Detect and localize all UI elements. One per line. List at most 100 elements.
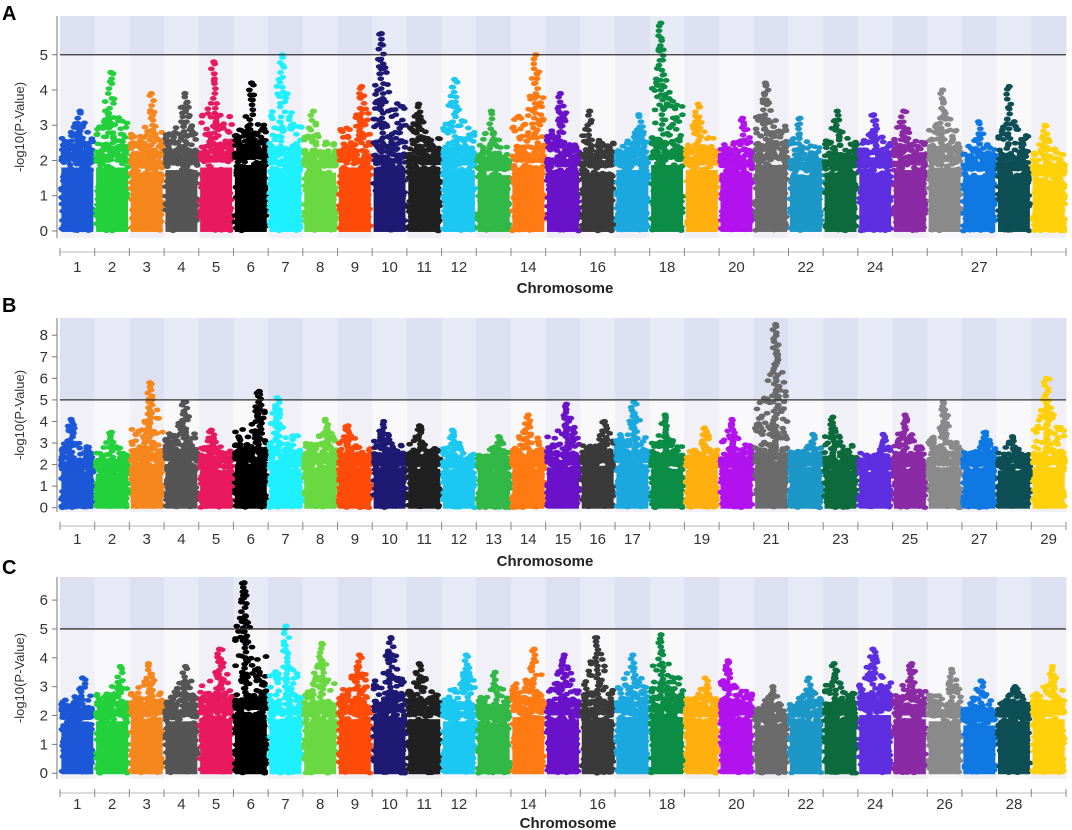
snp-point — [363, 149, 370, 154]
snp-point — [377, 76, 384, 81]
snp-point — [338, 129, 345, 134]
snp-point — [259, 138, 266, 143]
snp-point — [269, 109, 276, 114]
snp-point — [286, 114, 293, 119]
snp-point — [203, 127, 210, 132]
snp-point — [307, 128, 314, 133]
snp-point — [357, 96, 364, 101]
snp-point — [174, 157, 181, 162]
snp-point — [302, 148, 309, 153]
snp-point — [68, 133, 75, 138]
snp-point — [249, 154, 256, 159]
snp-point — [236, 155, 243, 160]
snp-point — [312, 133, 319, 138]
top-snp-point — [181, 91, 188, 96]
top-snp-point — [310, 109, 317, 114]
snp-point — [399, 104, 406, 109]
snp-point — [106, 106, 113, 111]
snp-point — [212, 86, 219, 91]
snp-point — [188, 123, 195, 128]
snp-point — [109, 140, 116, 145]
snp-point — [108, 76, 115, 81]
snp-point — [172, 130, 179, 135]
snp-density — [339, 168, 371, 232]
snp-point — [424, 154, 431, 159]
snp-point — [183, 119, 190, 124]
snp-point — [188, 142, 195, 147]
snp-point — [255, 122, 262, 127]
snp-point — [383, 70, 390, 75]
snp-point — [149, 152, 156, 157]
snp-point — [67, 162, 74, 167]
snp-point — [74, 126, 81, 131]
snp-point — [82, 158, 89, 163]
snp-point — [378, 116, 385, 121]
snp-point — [380, 121, 387, 126]
snp-point — [416, 124, 423, 129]
snp-point — [106, 126, 113, 131]
snp-point — [361, 156, 368, 161]
snp-point — [136, 152, 143, 157]
snp-point — [417, 109, 424, 114]
snp-point — [63, 148, 70, 153]
snp-point — [307, 166, 314, 171]
top-snp-point — [107, 70, 114, 75]
top-snp-point — [415, 101, 422, 106]
snp-point — [146, 166, 153, 171]
snp-point — [179, 105, 186, 110]
snp-point — [396, 130, 403, 135]
snp-density — [96, 168, 128, 232]
snp-point — [348, 140, 355, 145]
snp-point — [148, 143, 155, 148]
snp-point — [180, 144, 187, 149]
snp-point — [211, 76, 218, 81]
snp-point — [162, 148, 169, 153]
snp-point — [362, 107, 369, 112]
snp-point — [208, 136, 215, 141]
snp-density — [408, 170, 440, 232]
snp-point — [242, 139, 249, 144]
snp-point — [67, 152, 74, 157]
snp-point — [148, 103, 155, 108]
snp-point — [199, 114, 206, 119]
snp-point — [184, 100, 191, 105]
snp-point — [322, 143, 329, 148]
snp-point — [155, 138, 162, 143]
snp-point — [380, 52, 387, 57]
snp-point — [111, 151, 118, 156]
snp-point — [289, 145, 296, 150]
snp-point — [277, 80, 284, 85]
snp-point — [247, 122, 254, 127]
snp-point — [75, 149, 82, 154]
snp-point — [147, 108, 154, 113]
snp-point — [203, 132, 210, 137]
snp-point — [97, 153, 104, 158]
snp-point — [180, 124, 187, 129]
snp-point — [175, 140, 182, 145]
snp-point — [97, 158, 104, 163]
snp-point — [211, 81, 218, 86]
snp-point — [376, 106, 383, 111]
snp-point — [119, 119, 126, 124]
snp-point — [246, 117, 253, 122]
snp-point — [312, 123, 319, 128]
snp-point — [208, 66, 215, 71]
snp-point — [276, 134, 283, 139]
snp-point — [278, 114, 285, 119]
snp-point — [277, 70, 284, 75]
snp-point — [378, 86, 385, 91]
snp-point — [247, 127, 254, 132]
snp-point — [361, 101, 368, 106]
snp-point — [249, 97, 256, 102]
snp-point — [422, 160, 429, 165]
snp-point — [149, 113, 156, 118]
snp-point — [280, 65, 287, 70]
snp-point — [356, 91, 363, 96]
snp-point — [331, 155, 338, 160]
snp-point — [343, 161, 350, 166]
snp-point — [392, 107, 399, 112]
snp-point — [61, 139, 68, 144]
snp-point — [331, 141, 338, 146]
snp-point — [105, 131, 112, 136]
snp-point — [431, 159, 438, 164]
